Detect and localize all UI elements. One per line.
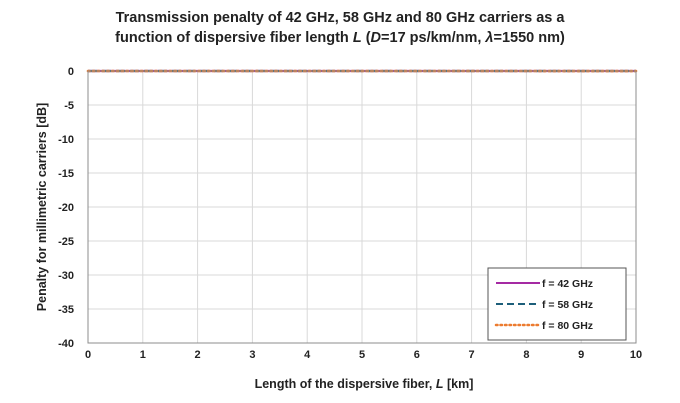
y-tick-label: -15 — [58, 168, 74, 180]
x-tick-label: 0 — [85, 349, 91, 361]
x-tick-label: 10 — [630, 349, 642, 361]
x-tick-label: 6 — [414, 349, 420, 361]
title-dispersion-value: =17 ps/km/nm, — [381, 30, 485, 46]
legend-label-80ghz: f = 80 GHz — [542, 320, 593, 332]
tick-labels: 0 1 2 3 4 5 6 7 8 9 10 0 -5 -10 -15 -20 -25 -30 -35 -40 — [58, 66, 642, 361]
y-tick-label: -25 — [58, 236, 74, 248]
title-L-symbol: L — [353, 30, 362, 46]
legend-label-58ghz: f = 58 GHz — [542, 299, 593, 311]
x-tick-label: 5 — [359, 349, 365, 361]
title-D-symbol: D — [371, 30, 382, 46]
title-lambda-symbol: λ — [484, 30, 493, 46]
chart-title-line-2: function of dispersive fiber length L (D… — [115, 30, 565, 46]
x-axis-title-suffix: [km] — [444, 377, 474, 391]
plot-area-border — [87, 70, 637, 344]
x-tick-label: 9 — [578, 349, 584, 361]
y-tick-label: -40 — [58, 338, 74, 350]
y-tick-label: -5 — [64, 100, 74, 112]
x-tick-label: 1 — [140, 349, 146, 361]
chart-title-line-1: Transmission penalty of 42 GHz, 58 GHz a… — [116, 10, 566, 26]
y-tick-label: -10 — [58, 134, 74, 146]
x-axis-title-prefix: Length of the dispersive fiber, — [255, 377, 436, 391]
x-tick-label: 2 — [195, 349, 201, 361]
y-axis-title: Penalty for millimetric carriers [dB] — [35, 103, 49, 311]
y-tick-label: 0 — [68, 66, 74, 78]
y-tick-label: -35 — [58, 304, 74, 316]
x-tick-label: 8 — [523, 349, 529, 361]
title-mid: ( — [362, 30, 371, 46]
legend: f = 42 GHz f = 58 GHz f = 80 GHz — [487, 267, 627, 341]
title-suffix: =1550 nm) — [493, 30, 565, 46]
x-tick-label: 4 — [304, 349, 311, 361]
legend-label-42ghz: f = 42 GHz — [542, 278, 593, 290]
x-axis-title-L: L — [436, 377, 444, 391]
x-axis-title: Length of the dispersive fiber, L [km] — [255, 377, 474, 391]
x-tick-label: 7 — [469, 349, 475, 361]
x-tick-label: 3 — [249, 349, 255, 361]
title-prefix: function of dispersive fiber length — [115, 30, 353, 46]
y-tick-label: -20 — [58, 202, 74, 214]
y-tick-label: -30 — [58, 270, 74, 282]
